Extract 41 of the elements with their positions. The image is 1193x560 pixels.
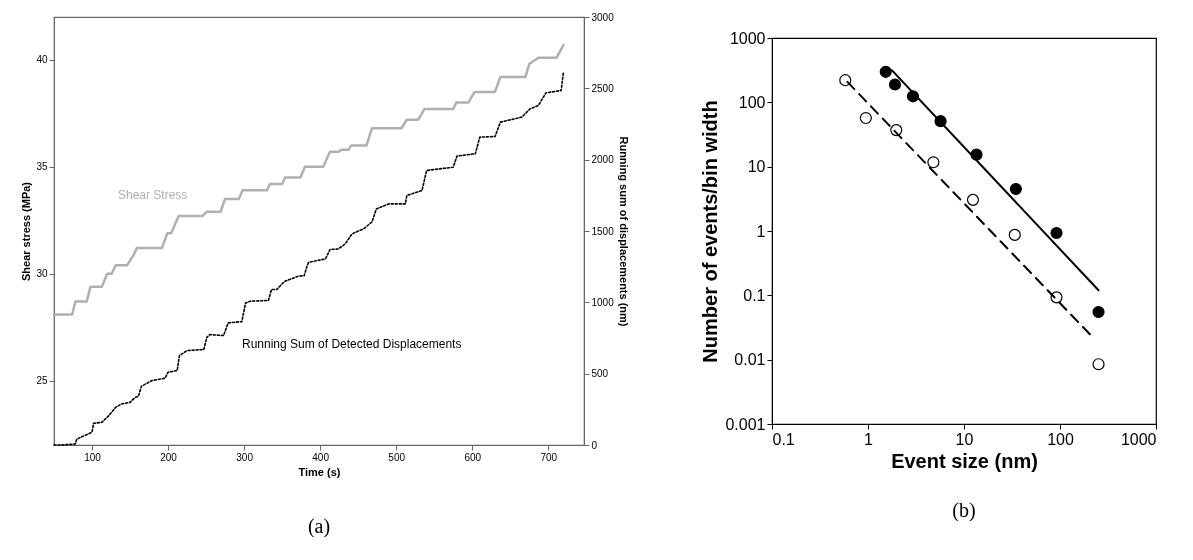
- x-tick-label: 300: [236, 451, 254, 463]
- x-tick-label: 200: [160, 451, 178, 463]
- y-tick-label: 40: [36, 54, 48, 66]
- x-tick-label: 10: [955, 430, 974, 448]
- series-label: Running Sum of Detected Displacements: [242, 337, 462, 351]
- y-tick-label: 10: [747, 158, 766, 176]
- series-label: Shear Stress: [118, 188, 188, 202]
- y-tick-label: 100: [738, 93, 766, 111]
- y2-axis-title: Running sum of displacements (nm): [617, 136, 630, 327]
- y-tick-label: 1: [756, 222, 766, 240]
- x-tick-label: 1000: [1120, 430, 1157, 448]
- x-tick-label: 400: [312, 451, 330, 463]
- y-tick-label: 35: [36, 161, 48, 173]
- y2-tick-label: 0: [591, 439, 598, 451]
- y-tick-label: 25: [36, 375, 48, 387]
- y2-tick-label: 2000: [591, 154, 615, 166]
- x-axis-title: Time (s): [298, 465, 341, 478]
- x-tick-label: 600: [464, 451, 482, 463]
- text: (b): [952, 499, 976, 522]
- y-tick-label: 30: [36, 268, 48, 280]
- y-axis-title: Number of events/bin width: [699, 100, 722, 363]
- y-tick-label: 0.01: [734, 351, 766, 369]
- y-axis-title: Shear stress (MPa): [20, 181, 33, 282]
- x-tick-label: 100: [1047, 430, 1074, 448]
- x-axis-title: Event size (nm): [891, 449, 1038, 472]
- x-tick-label: 0.1: [772, 430, 795, 448]
- y2-tick-label: 1000: [591, 296, 615, 308]
- line-series: [52, 43, 565, 316]
- x-tick-label: 1: [864, 430, 874, 448]
- y-tick-label: 0.001: [725, 415, 766, 433]
- y2-tick-label: 2500: [591, 82, 615, 94]
- text: (a): [307, 515, 331, 538]
- x-tick-label: 700: [540, 451, 558, 463]
- y2-tick-label: 500: [591, 368, 609, 380]
- x-tick-label: 500: [388, 451, 406, 463]
- y-tick-label: 1000: [729, 29, 766, 47]
- y2-tick-label: 1500: [591, 225, 615, 237]
- x-tick-label: 100: [84, 451, 102, 463]
- y-tick-label: 0.1: [743, 286, 766, 304]
- line-series: [53, 71, 565, 446]
- y2-tick-label: 3000: [591, 11, 615, 23]
